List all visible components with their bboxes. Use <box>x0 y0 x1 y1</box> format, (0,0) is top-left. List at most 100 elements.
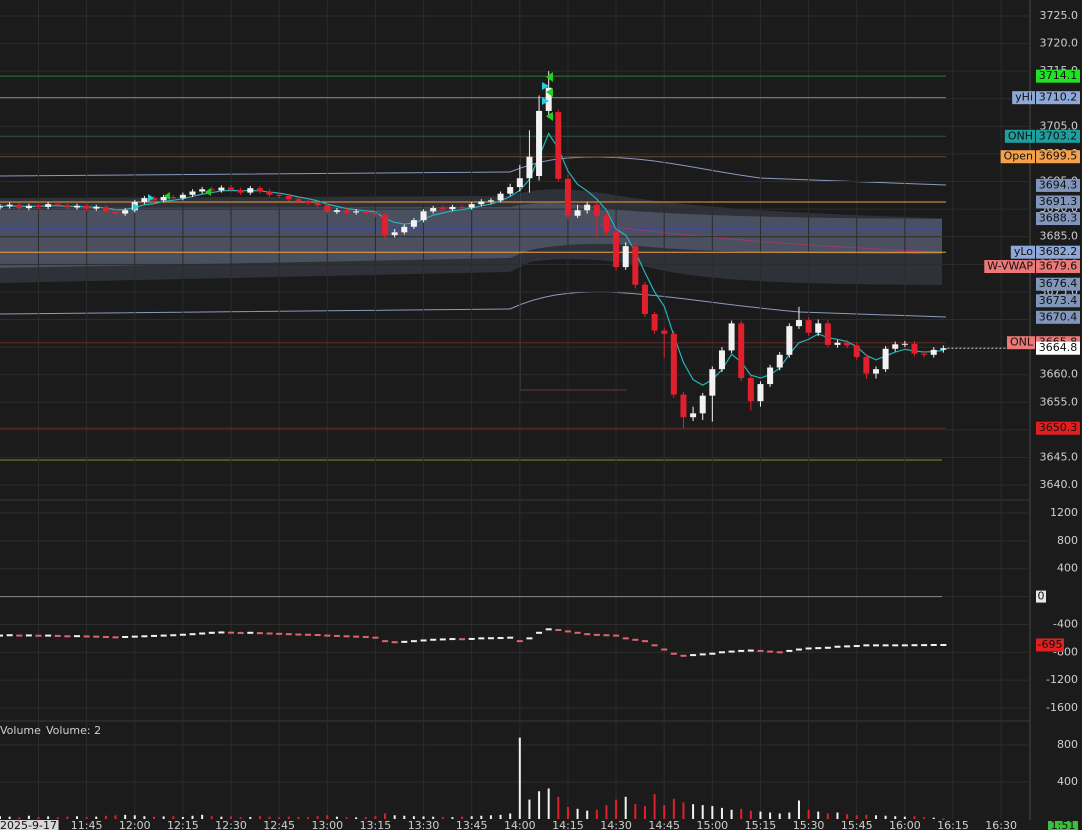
candle-body <box>112 211 119 214</box>
volume-bar <box>316 816 319 819</box>
candle-body <box>555 112 562 179</box>
countdown: 1:51 <box>1051 819 1076 830</box>
candle-body <box>45 204 52 207</box>
volume-bar <box>441 816 444 819</box>
candle-body <box>285 195 292 200</box>
volume-bar <box>133 815 136 819</box>
volume-bar <box>566 806 569 819</box>
volume-bar <box>412 816 415 819</box>
x-tick-label: 15:15 <box>745 819 777 830</box>
candle-body <box>844 342 851 346</box>
candle-body <box>54 204 61 206</box>
candle-body <box>757 384 764 402</box>
volume-bar <box>701 805 704 819</box>
y-tick-label: 3660.0 <box>1040 368 1079 381</box>
volume-bar <box>778 813 781 819</box>
candle-body <box>343 210 350 213</box>
candle-body <box>93 206 100 209</box>
candle-body <box>439 208 446 210</box>
volume-bar <box>913 816 916 819</box>
level-value: 3710.2 <box>1039 91 1078 104</box>
signal-marker <box>546 72 553 82</box>
x-tick-label: 11:45 <box>71 819 103 830</box>
level-box <box>1036 310 1080 324</box>
indicator-dash <box>382 640 389 643</box>
candle-body <box>6 204 13 207</box>
volume-bar <box>461 816 464 819</box>
indicator-dash <box>439 638 446 641</box>
x-tick-label: 12:30 <box>215 819 247 830</box>
level-box <box>1036 69 1080 83</box>
signal-marker <box>546 112 553 121</box>
indicator-dash <box>102 635 109 638</box>
indicator-dash <box>805 647 812 650</box>
candle-body <box>256 188 263 192</box>
indicator-dash <box>420 639 427 642</box>
volume-bar <box>942 818 945 820</box>
indicator-dash <box>718 651 725 654</box>
indicator-dash <box>16 634 23 637</box>
candle-body <box>122 210 129 214</box>
candle-body <box>661 330 668 334</box>
indicator-dash <box>112 636 119 639</box>
volume-bar <box>114 815 117 819</box>
level-name-box <box>1006 336 1035 350</box>
candle-body <box>362 211 369 214</box>
volume-bar <box>586 810 589 819</box>
level-box <box>1036 212 1080 226</box>
indicator-dash <box>844 645 851 648</box>
volume-title: Volume <box>0 724 41 737</box>
volume-bar <box>210 816 213 819</box>
volume-bar <box>643 806 646 819</box>
x-tick-label: 16:15 <box>937 819 969 830</box>
y-tick-label: 3655.0 <box>1040 395 1079 408</box>
volume-bar <box>27 815 30 819</box>
candle-body <box>901 343 908 345</box>
volume-bar <box>172 816 175 819</box>
x-tick-label: 2025-9-17 <box>0 819 57 830</box>
candle-body <box>468 204 475 208</box>
volume-bar <box>807 809 810 819</box>
volume-bar <box>239 817 242 819</box>
indicator-dash <box>632 638 639 641</box>
indicator-dash <box>54 634 61 637</box>
volume-bar <box>345 817 348 819</box>
signal-marker <box>164 192 170 200</box>
candle-body <box>266 191 273 195</box>
level-value: 3682.2 <box>1039 245 1078 258</box>
volume-bar <box>865 814 868 819</box>
candle-body <box>853 345 860 358</box>
indicator-dash <box>911 644 918 647</box>
volume-bar <box>788 812 791 819</box>
indicator-dash <box>237 631 244 634</box>
x-tick-label: 16:00 <box>889 819 921 830</box>
volume-bar <box>874 815 877 819</box>
volume-bar <box>230 816 233 819</box>
candle-body <box>641 284 648 314</box>
level-name: ONL <box>1010 336 1034 349</box>
candle-body <box>824 323 831 345</box>
volume-bar <box>8 816 11 819</box>
indicator-dash <box>410 640 417 643</box>
candle-body <box>892 344 899 349</box>
level-name: yHi <box>1015 91 1033 104</box>
candle-body <box>459 206 466 208</box>
last-price-box <box>1036 341 1080 355</box>
indicator-dash <box>728 650 735 653</box>
volume-bar <box>769 812 772 819</box>
level-value: 3688.3 <box>1039 212 1078 225</box>
indicator-dash <box>593 633 600 636</box>
volume-bar <box>47 816 50 819</box>
candle-body <box>74 205 81 208</box>
candle-body <box>305 200 312 204</box>
volume-bar <box>432 816 435 819</box>
indicator-dash <box>64 635 71 638</box>
volume-bar <box>326 815 329 819</box>
volume-bar <box>18 817 21 819</box>
candle-body <box>295 199 302 201</box>
indicator-dash <box>815 647 822 650</box>
indicator-dash <box>151 634 158 637</box>
volume-bar <box>258 816 261 819</box>
volume-bar <box>162 816 165 819</box>
